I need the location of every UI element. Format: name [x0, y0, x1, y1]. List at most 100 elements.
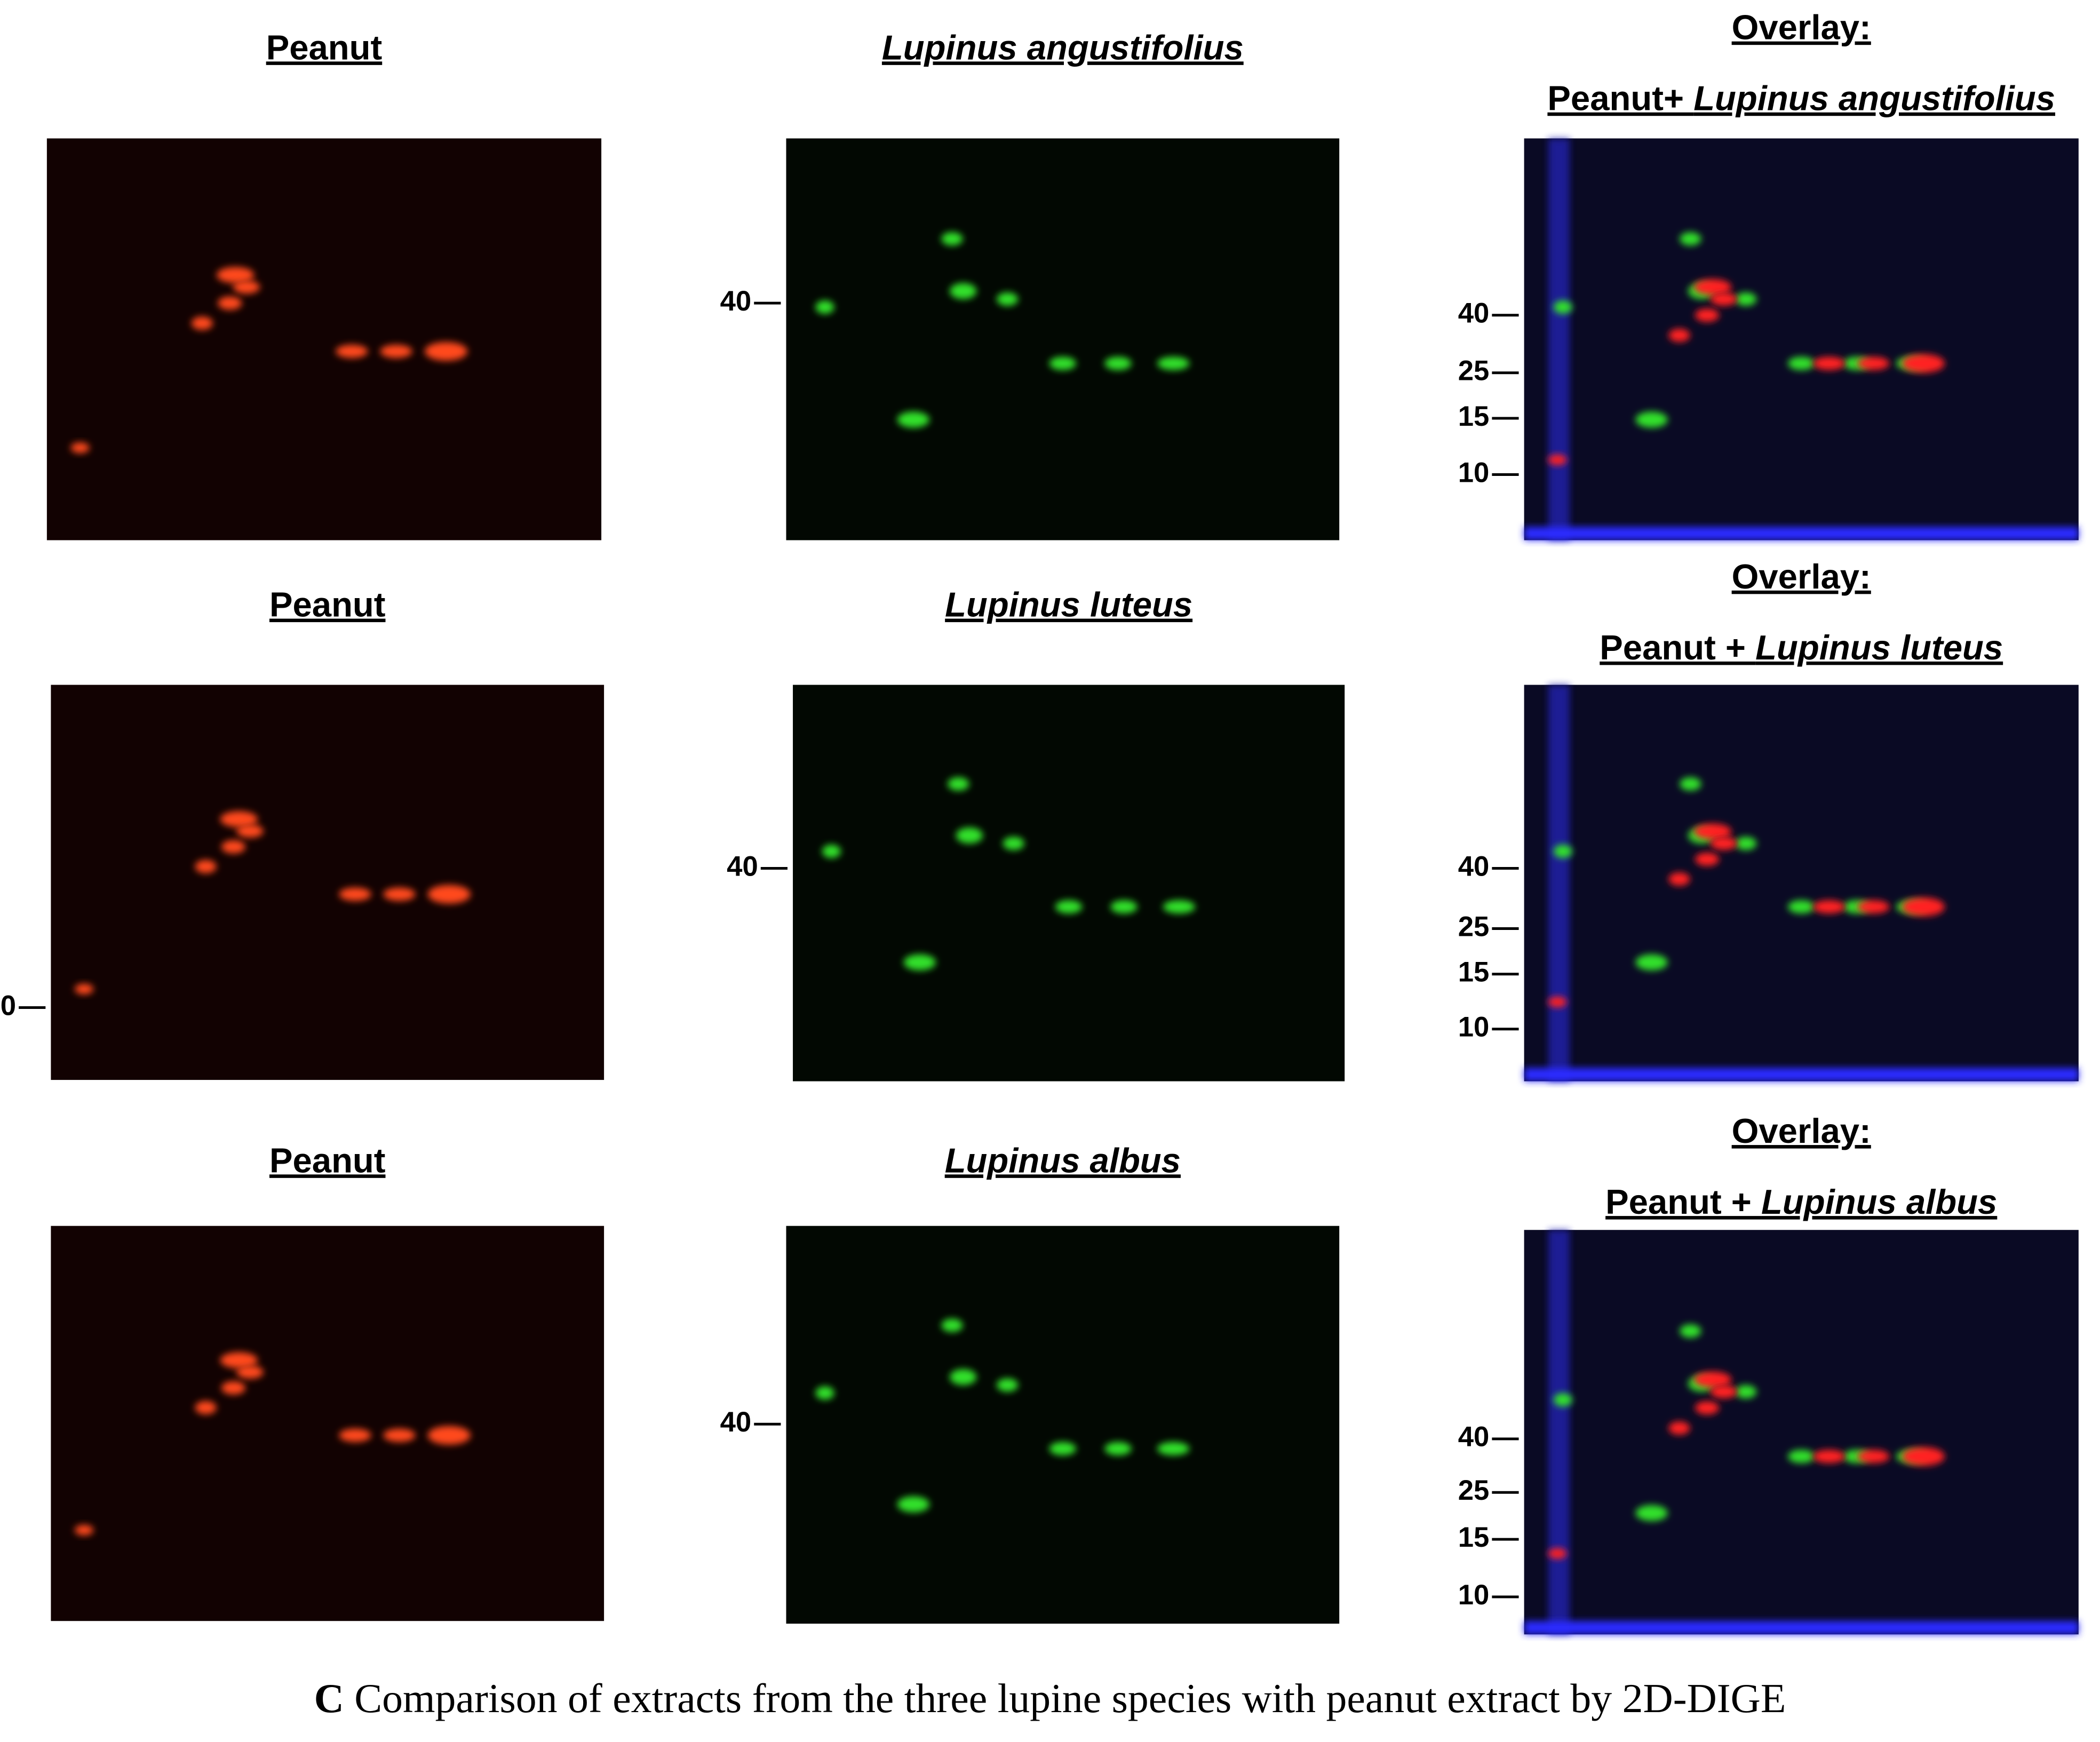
- gel-spot: [380, 344, 412, 359]
- gel-spot: [336, 344, 368, 359]
- gel-spot: [1680, 1324, 1701, 1338]
- panel-title: Peanut + Lupinus luteus: [1600, 628, 2003, 667]
- gel-image: [786, 1226, 1340, 1624]
- gel-spot: [1635, 411, 1668, 428]
- marker-label: 25: [1458, 911, 1490, 942]
- gel-spot: [997, 292, 1019, 306]
- gel-dye-front: [1524, 1621, 2079, 1635]
- gel-spot: [424, 341, 468, 361]
- panel-title: Peanut: [266, 28, 383, 67]
- gel-spot: [233, 280, 260, 294]
- gel-spot: [1668, 872, 1690, 886]
- gel-spot: [1902, 354, 1945, 373]
- gel-spot: [75, 983, 94, 995]
- gel-image: [786, 138, 1340, 540]
- marker-label: 40: [1458, 850, 1490, 882]
- gel-spot: [1902, 897, 1945, 917]
- gel-dye-front: [1524, 1068, 2079, 1081]
- gel-spot: [815, 300, 834, 314]
- panel-title: Peanut + Lupinus albus: [1605, 1182, 1997, 1221]
- gel-panel: [786, 1226, 1340, 1624]
- gel-image: [793, 685, 1345, 1081]
- gel-spot: [75, 1524, 94, 1536]
- gel-spot: [221, 840, 246, 854]
- gel-spot: [1049, 356, 1076, 370]
- gel-spot: [1157, 1442, 1190, 1455]
- title-part: Peanut: [269, 1141, 386, 1180]
- gel-spot: [1857, 900, 1890, 914]
- gel-spot: [941, 232, 963, 246]
- gel-spot: [1104, 1442, 1132, 1455]
- title-part: Lupinus albus: [945, 1141, 1181, 1180]
- gel-spot: [220, 1352, 258, 1369]
- gel-marker-lane: [1548, 138, 1570, 540]
- caption: C Comparison of extracts from the three …: [314, 1675, 1786, 1721]
- gel-spot: [1710, 837, 1737, 850]
- panel-title: Peanut: [269, 1141, 386, 1180]
- gel-spot: [339, 1428, 371, 1442]
- marker-label: 40: [1458, 1421, 1490, 1453]
- gel-spot: [195, 860, 217, 873]
- title-part: Peanut: [269, 585, 386, 624]
- gel-spot: [1693, 279, 1732, 296]
- gel-panel: [1524, 1230, 2079, 1635]
- gel-spot: [1735, 292, 1757, 306]
- gel-spot: [1635, 1505, 1668, 1521]
- marker-label: 40: [720, 285, 752, 317]
- gel-spot: [191, 316, 213, 330]
- marker-label: 15: [1458, 1522, 1490, 1553]
- gel-spot: [1710, 292, 1737, 306]
- title-part: Lupinus luteus: [945, 585, 1192, 624]
- panel-title: Overlay:: [1732, 8, 1871, 47]
- gel-dye-front: [1524, 527, 2079, 540]
- marker-label: 10: [1458, 1579, 1490, 1611]
- gel-panel: [786, 138, 1340, 540]
- gel-spot: [1695, 852, 1720, 866]
- gel-spot: [427, 885, 471, 904]
- gel-spot: [1163, 900, 1196, 914]
- gel-spot: [897, 1496, 930, 1513]
- gel-spot: [948, 777, 969, 791]
- marker-label: 40: [727, 850, 758, 882]
- gel-spot: [383, 1428, 416, 1442]
- gel-spot: [1695, 1401, 1720, 1415]
- gel-spot: [1735, 837, 1757, 850]
- gel-spot: [1553, 845, 1572, 858]
- title-part: Overlay:: [1732, 1111, 1871, 1150]
- marker-label: 15: [1458, 401, 1490, 432]
- gel-spot: [1813, 900, 1846, 914]
- gel-spot: [70, 442, 90, 454]
- title-part: Peanut+: [1547, 79, 1693, 118]
- gel-spot: [1813, 356, 1846, 370]
- gel-panel: [46, 138, 602, 540]
- gel-image: [1524, 1230, 2079, 1635]
- gel-spot: [1857, 356, 1890, 370]
- gel-panel: [793, 685, 1345, 1081]
- gel-spot: [1553, 300, 1572, 314]
- panel-title: Peanut: [269, 585, 386, 624]
- gel-panel: [51, 685, 604, 1080]
- title-part: Lupinus albus: [1761, 1182, 1997, 1221]
- gel-spot: [1693, 1371, 1732, 1388]
- gel-spot: [1157, 356, 1190, 370]
- title-part: Peanut +: [1605, 1182, 1761, 1221]
- gel-spot: [1680, 777, 1701, 791]
- gel-image: [1524, 138, 2079, 540]
- gel-spot: [941, 1318, 963, 1332]
- title-part: Peanut +: [1600, 628, 1755, 667]
- gel-spot: [1548, 1548, 1567, 1559]
- gel-spot: [1055, 900, 1083, 914]
- gel-spot: [220, 811, 258, 828]
- panel-title: Overlay:: [1732, 557, 1871, 596]
- gel-spot: [903, 954, 936, 971]
- gel-spot: [1735, 1385, 1757, 1399]
- panel-title: Peanut+ Lupinus angustifolius: [1547, 79, 2055, 118]
- gel-spot: [1104, 356, 1132, 370]
- title-part: Lupinus angustifolius: [882, 28, 1244, 67]
- gel-spot: [218, 296, 242, 310]
- gel-spot: [427, 1426, 471, 1445]
- marker-label: 10: [1458, 457, 1490, 488]
- gel-spot: [1710, 1385, 1737, 1399]
